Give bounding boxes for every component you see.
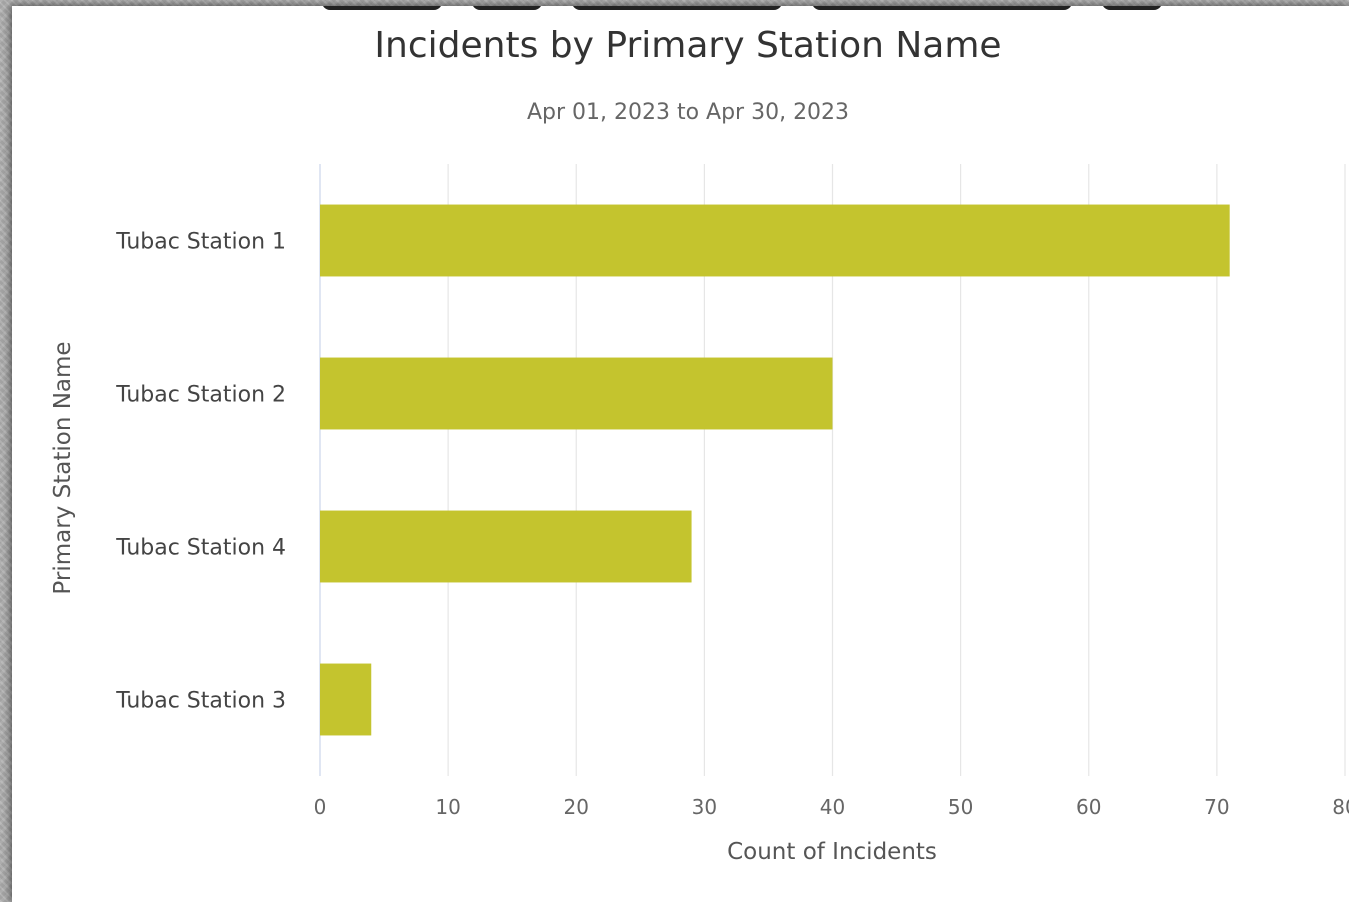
chart-subtitle: Apr 01, 2023 to Apr 30, 2023 [527, 100, 849, 125]
y-category-label: Tubac Station 2 [115, 383, 286, 408]
chart-panel: Incidents by Primary Station Name Apr 01… [12, 6, 1349, 902]
bars [320, 204, 1230, 736]
y-category-labels: Tubac Station 1 Tubac Station 2 Tubac Stat… [115, 230, 286, 714]
bar[interactable] [320, 663, 372, 736]
x-tick-label: 50 [948, 795, 973, 819]
chart-title: Incidents by Primary Station Name [374, 25, 1001, 66]
bar[interactable] [320, 357, 833, 430]
cropped-heading-fragment [322, 6, 1242, 16]
x-tick-labels: 0 10 20 30 40 50 60 70 80 [314, 795, 1349, 819]
x-tick-label: 20 [564, 795, 589, 819]
x-tick-label: 80 [1332, 795, 1349, 819]
x-tick-label: 30 [692, 795, 717, 819]
bar[interactable] [320, 510, 692, 583]
x-tick-label: 60 [1076, 795, 1101, 819]
x-tick-label: 70 [1204, 795, 1229, 819]
y-category-label: Tubac Station 3 [115, 689, 286, 714]
y-category-label: Tubac Station 1 [115, 230, 286, 255]
y-category-label: Tubac Station 4 [115, 536, 286, 561]
x-tick-label: 10 [435, 795, 460, 819]
x-tick-label: 40 [820, 795, 845, 819]
y-axis-title: Primary Station Name [50, 341, 76, 594]
x-tick-label: 0 [314, 795, 327, 819]
bar[interactable] [320, 204, 1230, 277]
x-axis-title: Count of Incidents [727, 839, 937, 865]
bar-chart: Incidents by Primary Station Name Apr 01… [50, 25, 1349, 865]
